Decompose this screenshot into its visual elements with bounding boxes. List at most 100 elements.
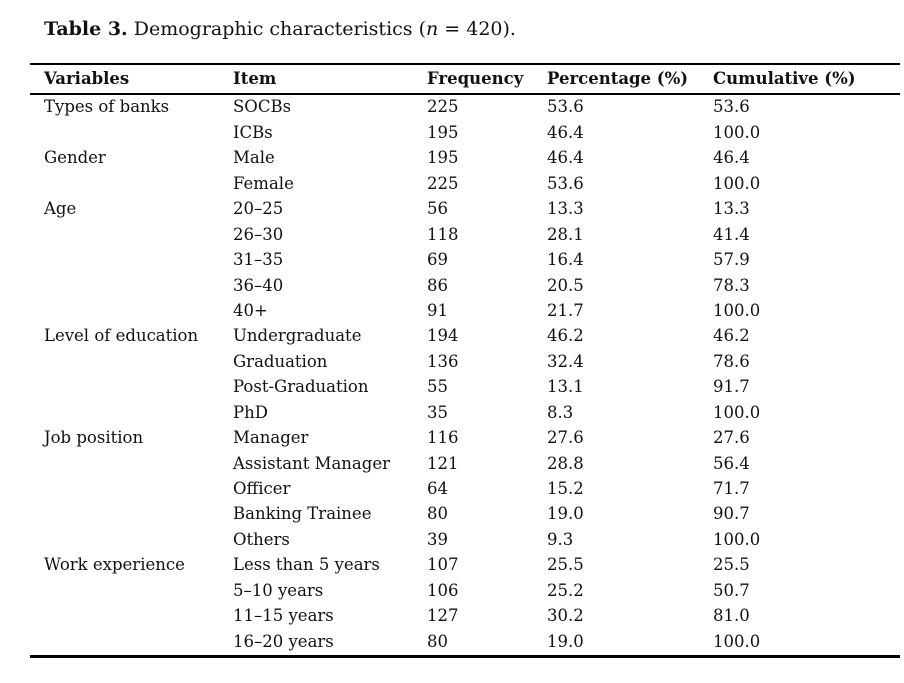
cell-cumulative: 81.0 bbox=[713, 606, 750, 626]
cell-frequency: 86 bbox=[427, 275, 448, 295]
table-row: Graduation 136 32.4 78.6 bbox=[30, 349, 900, 374]
table-row: Work experience Less than 5 years 107 25… bbox=[30, 553, 900, 578]
cell-item: 40+ bbox=[233, 300, 268, 320]
cell-frequency: 39 bbox=[427, 529, 448, 549]
table-row: 26–30 118 28.1 41.4 bbox=[30, 222, 900, 247]
cell-frequency: 107 bbox=[427, 555, 459, 575]
cell-percentage: 20.5 bbox=[547, 275, 584, 295]
cell-percentage: 19.0 bbox=[547, 504, 584, 524]
cell-percentage: 25.5 bbox=[547, 555, 584, 575]
cell-cumulative: 71.7 bbox=[713, 479, 750, 499]
table-caption: Table 3. Demographic characteristics (n … bbox=[44, 16, 516, 42]
cell-frequency: 225 bbox=[427, 173, 459, 193]
cell-cumulative: 53.6 bbox=[713, 97, 750, 117]
cell-item: Officer bbox=[233, 479, 291, 499]
cell-cumulative: 78.3 bbox=[713, 275, 750, 295]
cell-item: Male bbox=[233, 148, 275, 168]
table-row: 5–10 years 106 25.2 50.7 bbox=[30, 578, 900, 603]
cell-cumulative: 13.3 bbox=[713, 199, 750, 219]
cell-percentage: 25.2 bbox=[547, 580, 584, 600]
table-caption-n-symbol: n bbox=[426, 18, 439, 40]
cell-item: Female bbox=[233, 173, 294, 193]
cell-variable bbox=[30, 120, 219, 145]
table-row: 36–40 86 20.5 78.3 bbox=[30, 273, 900, 298]
cell-percentage: 16.4 bbox=[547, 250, 584, 270]
column-header-frequency: Frequency bbox=[413, 64, 533, 95]
cell-frequency: 195 bbox=[427, 148, 459, 168]
cell-variable bbox=[30, 527, 219, 552]
cell-frequency: 195 bbox=[427, 122, 459, 142]
cell-frequency: 80 bbox=[427, 504, 448, 524]
cell-item: 16–20 years bbox=[233, 631, 334, 651]
cell-item: 31–35 bbox=[233, 250, 284, 270]
cell-cumulative: 100.0 bbox=[713, 529, 761, 549]
cell-variable bbox=[30, 349, 219, 374]
cell-percentage: 28.1 bbox=[547, 224, 584, 244]
cell-cumulative: 25.5 bbox=[713, 555, 750, 575]
column-header-percentage: Percentage (%) bbox=[533, 64, 699, 95]
cell-item: 36–40 bbox=[233, 275, 284, 295]
table-row: Job position Manager 116 27.6 27.6 bbox=[30, 426, 900, 451]
cell-frequency: 116 bbox=[427, 428, 459, 448]
cell-variable bbox=[30, 171, 219, 196]
table-row: Level of education Undergraduate 194 46.… bbox=[30, 324, 900, 349]
cell-cumulative: 27.6 bbox=[713, 428, 750, 448]
table-caption-text-after: = 420). bbox=[438, 18, 516, 40]
cell-frequency: 118 bbox=[427, 224, 459, 244]
cell-cumulative: 100.0 bbox=[713, 402, 761, 422]
cell-item: PhD bbox=[233, 402, 268, 422]
demographics-table: Variables Item Frequency Percentage (%) … bbox=[30, 63, 900, 658]
cell-percentage: 15.2 bbox=[547, 479, 584, 499]
cell-variable bbox=[30, 578, 219, 603]
table-row: Officer 64 15.2 71.7 bbox=[30, 477, 900, 502]
cell-frequency: 55 bbox=[427, 377, 448, 397]
cell-percentage: 8.3 bbox=[547, 402, 574, 422]
cell-frequency: 56 bbox=[427, 199, 448, 219]
cell-variable bbox=[30, 477, 219, 502]
table-row: Banking Trainee 80 19.0 90.7 bbox=[30, 502, 900, 527]
cell-cumulative: 100.0 bbox=[713, 631, 761, 651]
cell-cumulative: 100.0 bbox=[713, 173, 761, 193]
cell-frequency: 194 bbox=[427, 326, 459, 346]
table-row: Types of banks SOCBs 225 53.6 53.6 bbox=[30, 94, 900, 120]
cell-frequency: 225 bbox=[427, 97, 459, 117]
cell-variable: Job position bbox=[44, 428, 144, 448]
cell-cumulative: 78.6 bbox=[713, 351, 750, 371]
cell-frequency: 106 bbox=[427, 580, 459, 600]
cell-variable bbox=[30, 222, 219, 247]
cell-percentage: 53.6 bbox=[547, 97, 584, 117]
cell-percentage: 9.3 bbox=[547, 529, 574, 549]
column-header-variables: Variables bbox=[30, 64, 219, 95]
table-row: Female 225 53.6 100.0 bbox=[30, 171, 900, 196]
table-row: Gender Male 195 46.4 46.4 bbox=[30, 146, 900, 171]
cell-cumulative: 100.0 bbox=[713, 122, 761, 142]
table-row: ICBs 195 46.4 100.0 bbox=[30, 120, 900, 145]
cell-percentage: 13.1 bbox=[547, 377, 584, 397]
table-caption-label: Table 3. bbox=[44, 18, 128, 40]
cell-item: Others bbox=[233, 529, 290, 549]
cell-item: Banking Trainee bbox=[233, 504, 372, 524]
table-row: PhD 35 8.3 100.0 bbox=[30, 400, 900, 425]
cell-cumulative: 57.9 bbox=[713, 250, 750, 270]
cell-cumulative: 90.7 bbox=[713, 504, 750, 524]
cell-frequency: 136 bbox=[427, 351, 459, 371]
cell-frequency: 64 bbox=[427, 479, 448, 499]
cell-item: Graduation bbox=[233, 351, 328, 371]
cell-variable: Work experience bbox=[44, 555, 185, 575]
table-row: 16–20 years 80 19.0 100.0 bbox=[30, 629, 900, 656]
cell-frequency: 69 bbox=[427, 250, 448, 270]
cell-variable bbox=[30, 629, 219, 656]
cell-variable: Gender bbox=[44, 148, 106, 168]
column-header-item: Item bbox=[219, 64, 413, 95]
table-header: Variables Item Frequency Percentage (%) … bbox=[30, 64, 900, 95]
cell-variable bbox=[30, 273, 219, 298]
table-row: 40+ 91 21.7 100.0 bbox=[30, 299, 900, 324]
cell-variable bbox=[30, 451, 219, 476]
table-row: 11–15 years 127 30.2 81.0 bbox=[30, 604, 900, 629]
cell-item: 20–25 bbox=[233, 199, 284, 219]
cell-cumulative: 46.4 bbox=[713, 148, 750, 168]
cell-percentage: 46.4 bbox=[547, 122, 584, 142]
cell-variable: Age bbox=[44, 199, 77, 219]
cell-cumulative: 50.7 bbox=[713, 580, 750, 600]
